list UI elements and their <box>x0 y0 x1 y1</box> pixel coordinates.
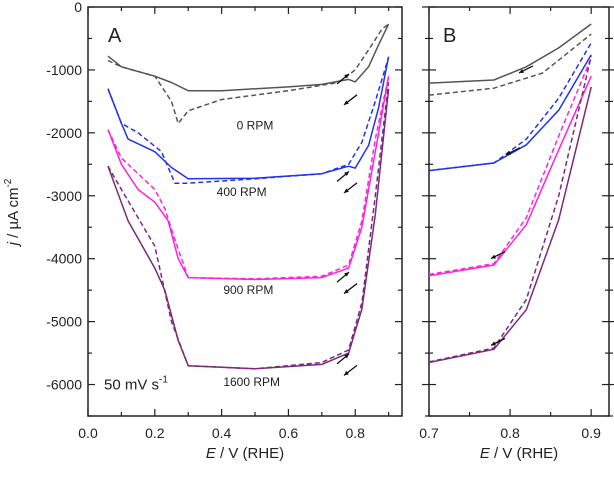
scan-direction-arrow-icon <box>518 65 534 74</box>
y-tick-label: -5000 <box>46 314 82 330</box>
series-group <box>107 23 390 370</box>
scan-direction-arrow-icon <box>336 271 350 283</box>
x-tick-label: 0.2 <box>145 425 165 441</box>
series-line-1600-rpm-cathodic <box>107 82 390 370</box>
x-axis-label-symbol: E <box>206 445 217 462</box>
y-tick-label: 0 <box>74 0 82 15</box>
scan-rate-exponent: -1 <box>159 375 168 386</box>
y-tick-label: -2000 <box>46 125 82 141</box>
x-axis-label-unit: / V (RHE) <box>216 445 284 462</box>
y-tick-label: -6000 <box>46 377 82 393</box>
curve-label: 900 RPM <box>223 283 273 297</box>
x-axis-label: E / V (RHE) <box>480 445 558 462</box>
series-line-900-rpm-anodic <box>429 75 592 277</box>
scan-rate-value: 50 mV s <box>104 377 159 394</box>
y-axis-label: j / µA cm-2 <box>3 178 22 247</box>
panel-label: A <box>108 25 122 47</box>
scan-direction-arrow-icon <box>343 94 358 106</box>
x-tick-label: 0.8 <box>500 425 520 441</box>
arrow-head <box>491 254 496 259</box>
series-line-0-rpm-anodic <box>429 23 592 84</box>
panel-b: 0.7 0.8 0.9 E / V (RHE) B <box>419 6 614 462</box>
y-axis-label-unit: / µA cm <box>5 188 22 243</box>
scan-rate-label: 50 mV s-1 <box>104 375 168 394</box>
x-tick-label: 0.0 <box>78 425 98 441</box>
series-line-0-rpm-cathodic <box>107 23 390 125</box>
panel-label: B <box>443 25 456 47</box>
panel-a: 0 -1000 -2000 -3000 -4000 -5000 -6000 0.0 0.2 0.4… <box>46 0 403 462</box>
x-axis-label-unit: / V (RHE) <box>490 445 558 462</box>
arrow-head <box>344 353 349 359</box>
series-line-400-rpm-cathodic <box>429 42 592 172</box>
y-tick-label: -4000 <box>46 251 82 267</box>
scan-direction-arrow-icon <box>343 364 358 376</box>
curve-label: 1600 RPM <box>223 375 280 389</box>
arrow-head <box>506 150 511 155</box>
x-tick-label: 0.7 <box>419 425 439 441</box>
y-tick-label: -1000 <box>46 62 82 78</box>
plot-frame <box>87 6 403 417</box>
series-line-900-rpm-cathodic <box>107 76 390 280</box>
series-line-900-rpm-cathodic <box>429 57 592 276</box>
x-tick-label: 0.8 <box>345 425 365 441</box>
x-axis-label: E / V (RHE) <box>206 445 284 462</box>
y-axis-label-symbol: j <box>5 241 22 247</box>
curve-label: 0 RPM <box>237 119 274 133</box>
x-tick-label: 0.6 <box>279 425 299 441</box>
series-line-1600-rpm-anodic <box>429 86 592 364</box>
arrow-head <box>519 68 524 73</box>
series-line-0-rpm-cathodic <box>429 33 592 96</box>
scan-direction-arrow-icon <box>336 353 350 365</box>
scan-direction-arrow-icon <box>490 250 506 260</box>
scan-direction-arrow-icon <box>336 73 350 85</box>
arrow-head <box>491 341 496 346</box>
scan-direction-arrow-icon <box>505 147 521 156</box>
series-group <box>429 23 592 364</box>
y-tick-label: -3000 <box>46 188 82 204</box>
scan-direction-arrow-icon <box>336 170 350 182</box>
y-axis-label-exponent: -2 <box>3 178 14 187</box>
scan-direction-arrow-icon <box>343 283 358 295</box>
arrow-head <box>344 188 349 193</box>
x-axis-label-symbol: E <box>480 445 491 462</box>
series-line-1600-rpm-cathodic <box>429 55 592 363</box>
scan-direction-arrow-icon <box>343 182 358 194</box>
arrow-head <box>344 289 349 294</box>
arrow-head <box>344 272 349 277</box>
arrow-head <box>344 73 349 79</box>
arrow-head <box>344 171 349 177</box>
x-tick-label: 0.9 <box>581 425 601 441</box>
scan-direction-arrow-icon <box>490 337 506 346</box>
arrow-head <box>344 100 349 105</box>
x-tick-label: 0.4 <box>212 425 232 441</box>
plot-frame <box>428 6 610 417</box>
arrow-head <box>344 370 349 376</box>
curve-label: 400 RPM <box>217 185 267 199</box>
series-line-400-rpm-cathodic <box>107 57 390 184</box>
series-line-0-rpm-anodic <box>107 23 390 92</box>
